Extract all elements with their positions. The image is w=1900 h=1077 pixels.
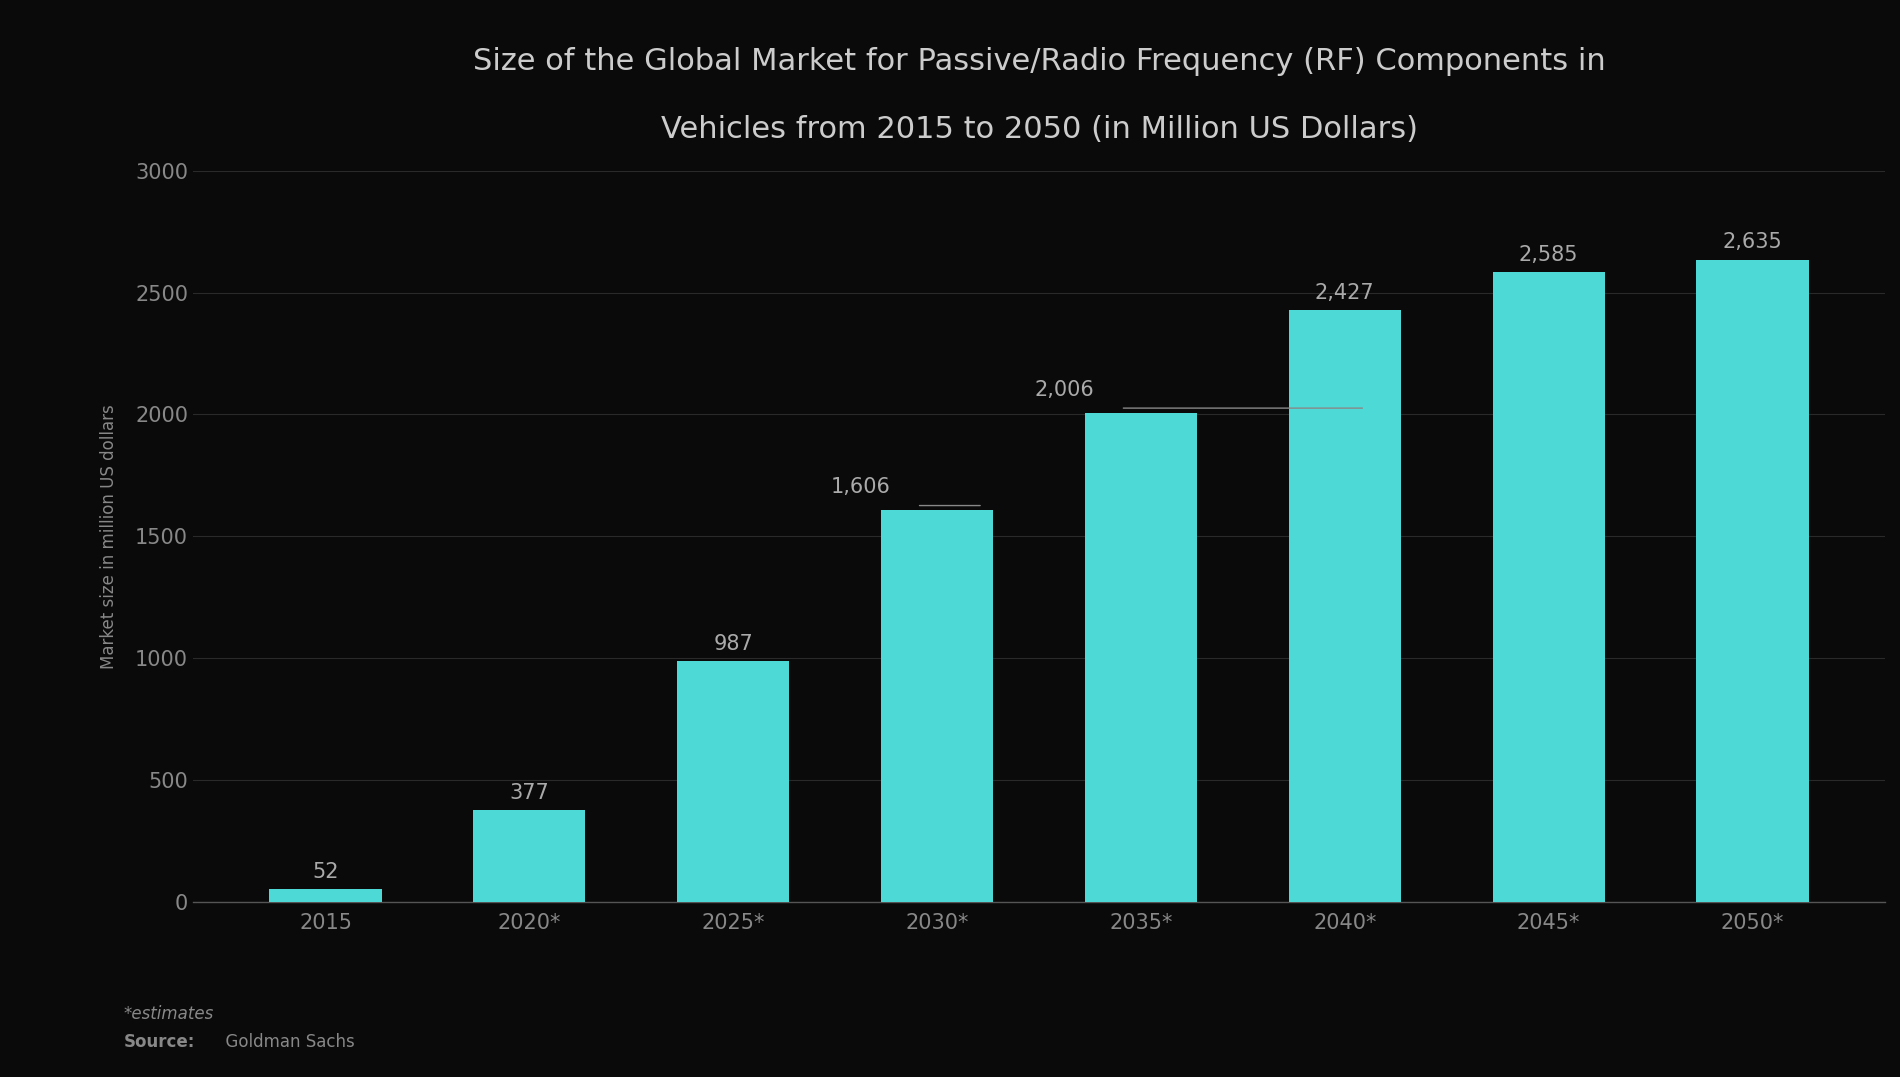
Text: 987: 987 xyxy=(712,634,752,654)
Text: Goldman Sachs: Goldman Sachs xyxy=(215,1033,355,1051)
Text: 2,427: 2,427 xyxy=(1315,283,1374,303)
Bar xyxy=(882,510,994,901)
Bar xyxy=(1085,412,1197,901)
Text: *estimates: *estimates xyxy=(124,1005,213,1023)
Text: Source:: Source: xyxy=(124,1033,196,1051)
Bar xyxy=(676,661,788,901)
Text: 2,006: 2,006 xyxy=(1036,379,1094,400)
Text: 2,585: 2,585 xyxy=(1518,244,1579,265)
Text: 52: 52 xyxy=(312,862,338,882)
Bar xyxy=(473,810,585,901)
Title: Size of the Global Market for Passive/Radio Frequency (RF) Components in

Vehicl: Size of the Global Market for Passive/Ra… xyxy=(473,47,1606,143)
Bar xyxy=(1288,310,1400,901)
Text: 1,606: 1,606 xyxy=(830,477,891,496)
Bar xyxy=(1493,271,1606,901)
Y-axis label: Market size in million US dollars: Market size in million US dollars xyxy=(101,404,118,669)
Bar xyxy=(1697,260,1809,901)
Bar xyxy=(270,889,382,901)
Text: 377: 377 xyxy=(509,783,549,802)
Text: 2,635: 2,635 xyxy=(1723,233,1782,252)
